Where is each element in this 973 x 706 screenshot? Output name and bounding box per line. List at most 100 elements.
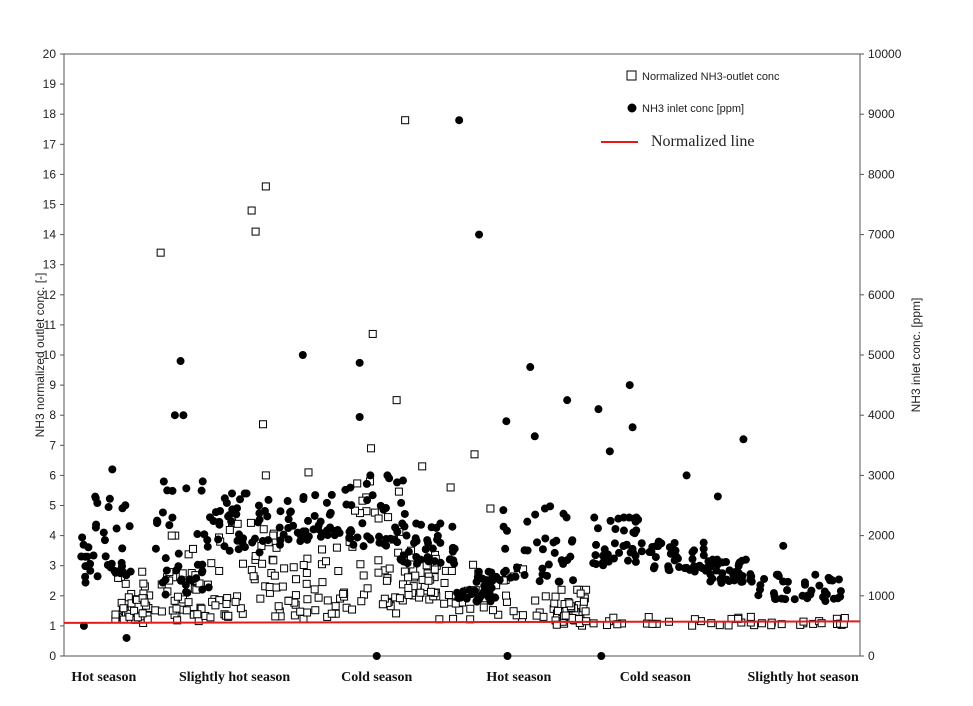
outlet-point: [579, 597, 588, 606]
outlet-point: [444, 591, 453, 600]
outlet-point: [304, 468, 313, 477]
outlet-point: [239, 559, 248, 568]
inlet-point: [349, 540, 358, 549]
left-tick-label: 17: [43, 137, 57, 151]
inlet-point: [398, 519, 407, 528]
outlet-point: [339, 589, 348, 598]
inlet-point: [800, 578, 809, 587]
inlet-point: [692, 563, 701, 572]
inlet-point: [376, 501, 385, 510]
inlet-point: [741, 555, 750, 564]
right-tick-label: 7000: [868, 228, 895, 242]
right-axis-title: NH3 inlet conc. [ppm]: [909, 298, 923, 413]
season-label: Hot season: [71, 670, 136, 685]
inlet-point: [198, 585, 207, 594]
inlet-point: [372, 652, 381, 660]
inlet-point: [192, 574, 201, 583]
inlet-point: [118, 544, 127, 553]
outlet-point: [757, 619, 766, 628]
inlet-point: [503, 652, 512, 660]
inlet-point: [84, 543, 93, 552]
inlet-point: [398, 476, 407, 485]
outlet-point: [551, 592, 560, 601]
outlet-point: [269, 556, 278, 565]
inlet-point: [592, 540, 601, 549]
outlet-point: [231, 597, 240, 606]
inlet-point: [702, 563, 711, 572]
right-tick-label: 0: [868, 649, 875, 663]
outlet-point: [299, 561, 308, 570]
inlet-point: [330, 531, 339, 540]
inlet-point: [126, 567, 135, 576]
inlet-point: [211, 508, 220, 517]
inlet-point: [233, 504, 242, 513]
outlet-point: [359, 571, 368, 580]
outlet-point: [470, 450, 479, 459]
inlet-point: [567, 537, 576, 546]
outlet-point: [156, 248, 165, 257]
inlet-point: [630, 514, 639, 523]
outlet-point: [404, 573, 413, 582]
inlet-point: [182, 484, 191, 493]
inlet-point: [368, 491, 377, 500]
inlet-point: [713, 560, 722, 569]
inlet-point: [168, 486, 177, 495]
inlet-point: [79, 621, 88, 630]
outlet-point: [374, 514, 383, 523]
inlet-point: [104, 503, 113, 512]
season-label: Cold season: [620, 670, 691, 685]
outlet-point: [384, 513, 393, 522]
inlet-point: [472, 596, 481, 605]
inlet-point: [546, 502, 555, 511]
outlet-point: [189, 544, 198, 553]
outlet-point: [251, 227, 260, 236]
inlet-point: [708, 574, 717, 583]
outlet-point: [404, 591, 413, 600]
right-tick-label: 4000: [868, 408, 895, 422]
inlet-point: [554, 577, 563, 586]
inlet-point: [501, 566, 510, 575]
inlet-point: [589, 559, 598, 568]
inlet-point: [472, 577, 481, 586]
right-tick-label: 5000: [868, 348, 895, 362]
outlet-point: [331, 602, 340, 611]
right-tick-label: 2000: [868, 529, 895, 543]
left-tick-label: 4: [49, 529, 56, 543]
inlet-point: [366, 471, 375, 480]
outlet-point: [280, 564, 289, 573]
left-tick-label: 3: [49, 559, 56, 573]
outlet-point: [479, 603, 488, 612]
right-tick-label: 3000: [868, 468, 895, 482]
inlet-point: [161, 590, 170, 599]
outlet-point: [817, 619, 826, 628]
inlet-point: [251, 534, 260, 543]
outlet-point: [440, 599, 449, 608]
outlet-point: [303, 595, 312, 604]
inlet-point: [423, 536, 432, 545]
inlet-point: [619, 526, 628, 535]
outlet-point: [568, 613, 577, 622]
outlet-point: [550, 599, 559, 608]
outlet-point: [455, 606, 464, 615]
inlet-point: [779, 541, 788, 550]
left-tick-label: 8: [49, 408, 56, 422]
inlet-point: [311, 491, 320, 500]
outlet-point: [211, 601, 220, 610]
outlet-point: [246, 518, 255, 527]
inlet-point: [530, 432, 539, 441]
inlet-point: [427, 523, 436, 532]
right-axis-ticks: 0 1000 2000 3000 4000 5000 6000 7000 8000 9000 100…: [860, 47, 902, 663]
inlet-point: [448, 544, 457, 553]
legend-square-marker: [626, 70, 637, 81]
outlet-point: [589, 619, 598, 628]
outlet-point: [367, 444, 376, 453]
inlet-point: [254, 501, 263, 510]
inlet-point: [538, 570, 547, 579]
outlet-point: [486, 504, 495, 513]
inlet-point: [151, 544, 160, 553]
inlet-point: [341, 485, 350, 494]
inlet-point: [491, 593, 500, 602]
inlet-point: [158, 508, 167, 517]
